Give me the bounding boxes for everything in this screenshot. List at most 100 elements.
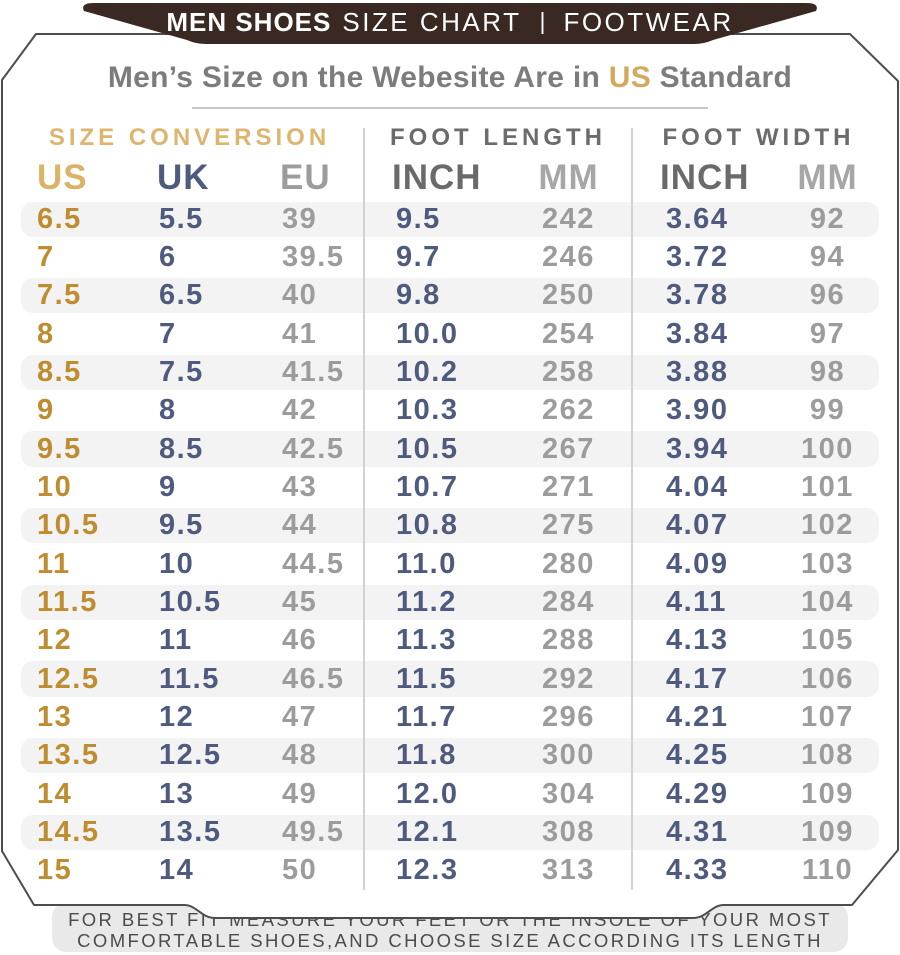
title-underline [192,107,708,109]
table-row: 10 9 43 10.7 271 4.04 101 [15,468,885,506]
table-cell: 10.5 [159,585,222,618]
table-cell: 11.5 [37,585,98,618]
table-cell: 11.2 [396,585,457,618]
table-cell: 103 [801,547,854,580]
table-cell: 242 [542,202,595,235]
table-cell: 292 [542,662,595,695]
table-cell: 14 [159,854,195,887]
table-cell: 3.94 [666,432,729,465]
table-cell: 46 [282,624,318,657]
table-cell: 10.2 [396,355,459,388]
size-table: SIZE CONVERSION FOOT LENGTH FOOT WIDTH U… [15,120,885,890]
column-header-width-inch: INCH [660,158,750,197]
table-cell: 109 [801,777,854,810]
table-cell: 3.64 [666,202,729,235]
banner-ribbon-shape [83,3,817,44]
table-cell: 3.78 [666,279,729,312]
table-row: 11 10 44.5 11.0 280 4.09 103 [15,545,885,583]
table-cell: 4.25 [666,739,729,772]
page-title-suffix: Standard [651,61,793,94]
table-cell: 9.7 [396,240,441,273]
table-cell: 246 [542,240,595,273]
table-cell: 39.5 [282,240,345,273]
table-rows: 6.5 5.5 39 9.5 242 3.64 92 7 6 39.5 9.7 246 3.72 94 7.… [15,200,885,890]
table-cell: 12.1 [396,815,459,848]
table-cell: 47 [282,700,318,733]
table-cell: 99 [809,394,846,427]
banner-brand-bold: MEN SHOES [166,7,332,37]
table-cell: 10.7 [396,470,459,503]
table-cell: 11.5 [396,662,457,695]
table-cell: 13 [37,700,73,733]
table-cell: 296 [542,700,595,733]
table-row: 14 13 49 12.0 304 4.29 109 [15,775,885,813]
table-cell: 280 [542,547,595,580]
table-cell: 43 [282,470,318,503]
table-cell: 109 [801,815,854,848]
table-cell: 271 [542,470,595,503]
table-cell: 10.0 [396,317,459,350]
table-cell: 98 [809,355,846,388]
table-cell: 4.13 [666,624,729,657]
table-cell: 5.5 [159,202,204,235]
table-cell: 10 [159,547,195,580]
table-cell: 254 [542,317,595,350]
table-cell: 13 [159,777,195,810]
table-cell: 284 [542,585,595,618]
table-row: 9.5 8.5 42.5 10.5 267 3.94 100 [15,430,885,468]
section-divider-left [363,128,365,890]
page-title: Men’s Size on the Webesite Are in US Sta… [0,61,900,95]
column-header-us: US [37,158,88,197]
table-cell: 9.8 [396,279,441,312]
table-cell: 13.5 [159,815,222,848]
table-cell: 288 [542,624,595,657]
table-row: 13.5 12.5 48 11.8 300 4.25 108 [15,737,885,775]
table-cell: 107 [801,700,854,733]
table-cell: 4.04 [666,470,729,503]
table-cell: 9.5 [159,509,204,542]
table-cell: 258 [542,355,595,388]
table-cell: 49.5 [282,815,345,848]
table-row: 12.5 11.5 46.5 11.5 292 4.17 106 [15,660,885,698]
table-cell: 41 [282,317,318,350]
table-cell: 8.5 [159,432,204,465]
table-cell: 11.0 [396,547,457,580]
column-header-eu: EU [280,158,331,197]
table-cell: 108 [801,739,854,772]
page-title-highlight: US [608,61,652,94]
table-cell: 11.5 [159,662,220,695]
table-row: 9 8 42 10.3 262 3.90 99 [15,392,885,430]
table-cell: 42 [282,394,318,427]
table-cell: 14.5 [37,815,100,848]
table-cell: 4.09 [666,547,729,580]
table-cell: 9.5 [37,432,82,465]
table-row: 6.5 5.5 39 9.5 242 3.64 92 [15,200,885,238]
table-cell: 49 [282,777,318,810]
banner-category: FOOTWEAR [563,7,734,37]
table-cell: 4.17 [666,662,729,695]
section-divider-right [631,128,633,890]
table-cell: 10 [37,470,73,503]
table-cell: 41.5 [282,355,345,388]
table-cell: 275 [542,509,595,542]
table-cell: 12 [159,700,195,733]
table-cell: 12.3 [396,854,459,887]
table-cell: 9 [37,394,55,427]
table-cell: 12.5 [37,662,100,695]
table-cell: 3.72 [666,240,729,273]
table-cell: 92 [809,202,846,235]
table-cell: 250 [542,279,595,312]
table-row: 8 7 41 10.0 254 3.84 97 [15,315,885,353]
table-cell: 39 [282,202,318,235]
table-cell: 50 [282,854,318,887]
table-cell: 12 [37,624,73,657]
table-cell: 6.5 [159,279,204,312]
table-cell: 4.21 [666,700,729,733]
page-title-prefix: Men’s Size on the Webesite Are in [107,61,609,94]
table-cell: 8 [159,394,177,427]
table-cell: 10.3 [396,394,459,427]
table-row: 10.5 9.5 44 10.8 275 4.07 102 [15,507,885,545]
table-cell: 105 [801,624,854,657]
table-cell: 4.33 [666,854,729,887]
